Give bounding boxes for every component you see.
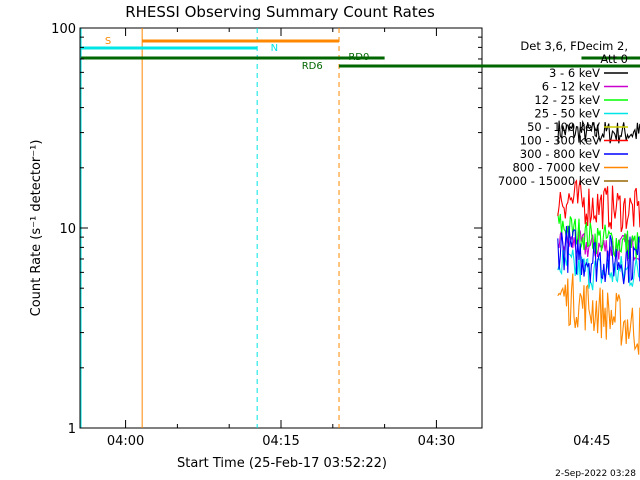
legend-label-3: 25 - 50 keV — [534, 107, 600, 121]
series-line-5 — [557, 179, 640, 232]
series-line-6 — [557, 225, 640, 285]
legend-label-1: 6 - 12 keV — [542, 80, 600, 94]
legend-label-7: 800 - 7000 keV — [512, 161, 600, 175]
plot-area — [79, 27, 483, 429]
legend-label-2: 12 - 25 keV — [534, 93, 600, 107]
legend-label-0: 3 - 6 keV — [549, 66, 600, 80]
series-line-3 — [557, 249, 640, 291]
legend-label-8: 7000 - 15000 keV — [498, 174, 600, 188]
marker-label-n: N — [271, 43, 278, 54]
x-axis-label: Start Time (25-Feb-17 03:52:22) — [177, 456, 387, 471]
x-tick-label: 04:15 — [262, 434, 299, 449]
marker-label-rd0: RD0 — [348, 52, 369, 63]
series-line-7 — [557, 273, 640, 355]
x-tick-label: 04:45 — [573, 434, 610, 449]
legend-header-line-2: Att 0 — [600, 52, 628, 66]
series-line-0 — [557, 119, 640, 144]
legend-label-4: 50 - 100 keV — [527, 120, 600, 134]
marker-label-rd6: RD6 — [302, 61, 323, 72]
footer-timestamp: 2-Sep-2022 03:28 — [555, 469, 636, 479]
marker-label-s: S — [105, 36, 111, 47]
y-tick-label: 10 — [59, 222, 76, 237]
legend-label-6: 300 - 800 keV — [520, 147, 600, 161]
y-tick-label: 1 — [68, 422, 76, 437]
series-line-1 — [557, 230, 640, 263]
series-line-2 — [557, 213, 640, 260]
x-tick-label: 04:30 — [418, 434, 455, 449]
legend-header-line-1: Det 3,6, FDecim 2, — [520, 39, 628, 53]
y-axis-label: Count Rate (s⁻¹ detector⁻¹) — [29, 140, 44, 317]
plot-frame — [79, 27, 483, 429]
x-tick-label: 04:00 — [107, 434, 144, 449]
y-tick-label: 100 — [51, 22, 76, 37]
chart-title: RHESSI Observing Summary Count Rates — [125, 3, 435, 21]
legend-label-5: 100 - 300 keV — [520, 134, 600, 148]
